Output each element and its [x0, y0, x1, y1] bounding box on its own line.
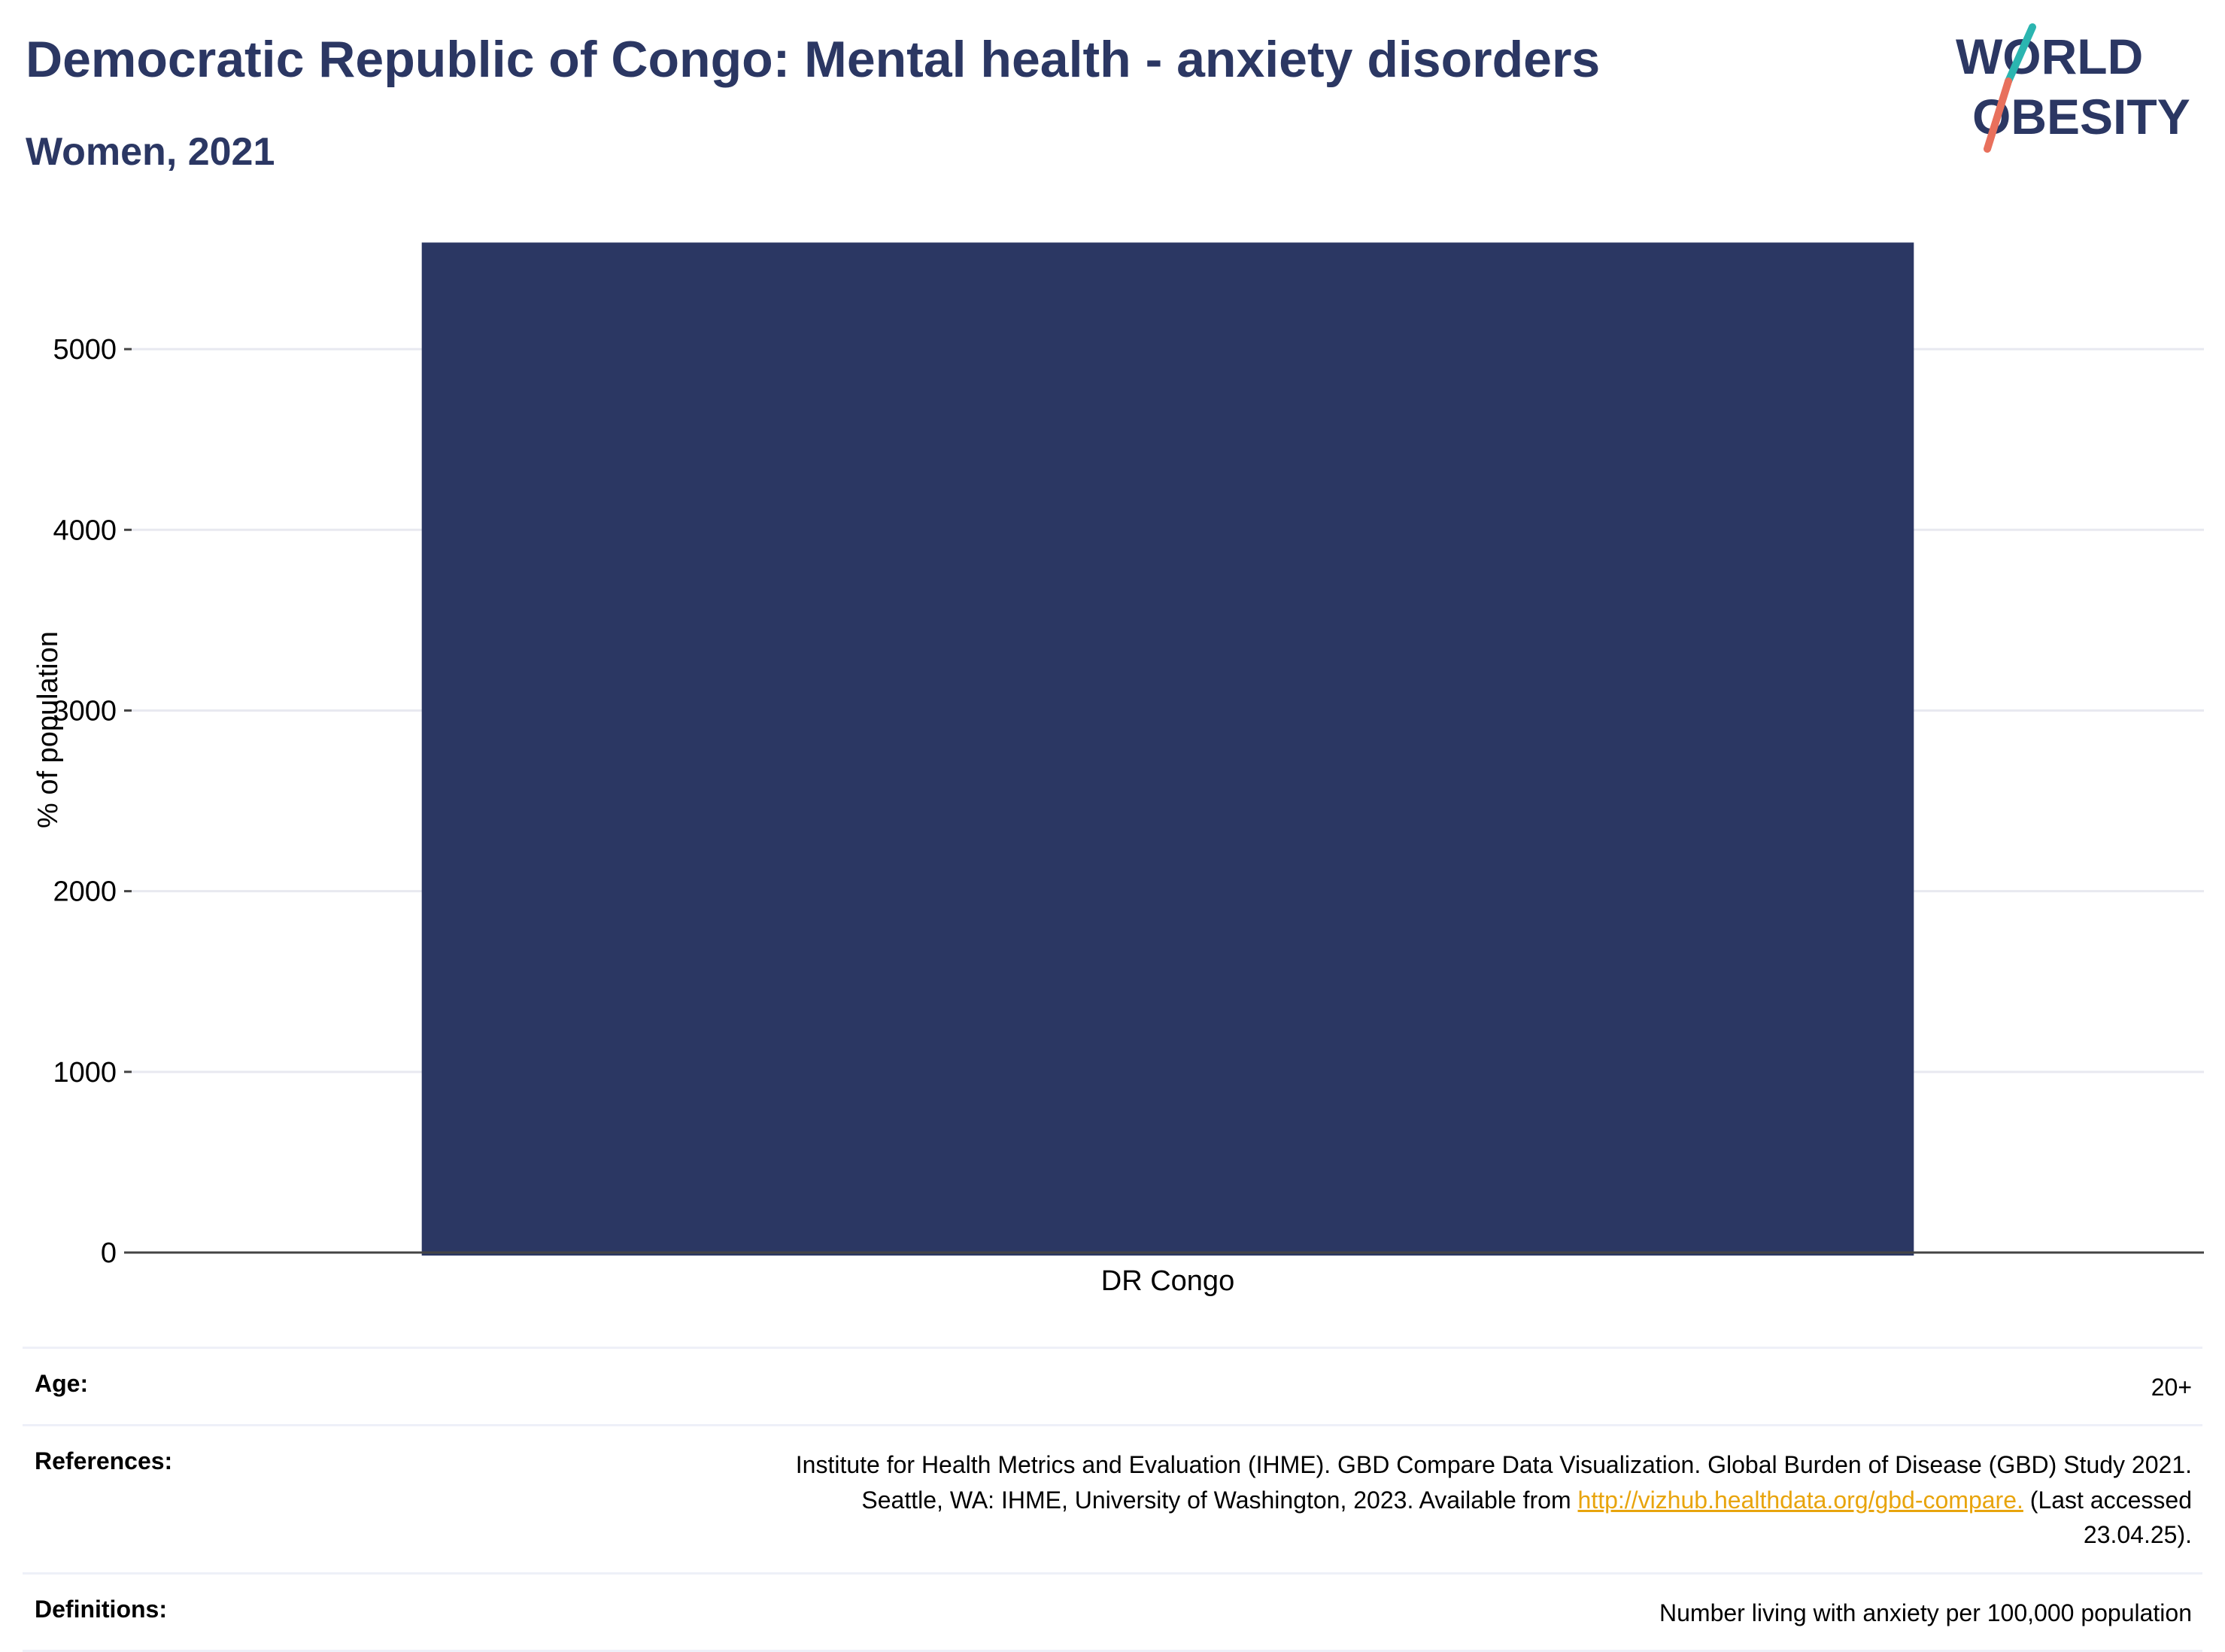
- page-title: Democratic Republic of Congo: Mental hea…: [26, 31, 1601, 88]
- age-label: Age:: [35, 1370, 89, 1397]
- y-tick-label: 3000: [53, 695, 117, 727]
- info-table: Age: 20+ References: Institute for Healt…: [23, 1347, 2202, 1652]
- references-value: Institute for Health Metrics and Evaluat…: [305, 1447, 2192, 1552]
- x-tick-label: DR Congo: [1101, 1265, 1234, 1297]
- references-line2-suffix: (Last accessed: [2023, 1486, 2192, 1514]
- references-label: References:: [35, 1447, 173, 1475]
- age-value: 20+: [2151, 1374, 2192, 1401]
- y-tick-label: 5000: [53, 334, 117, 366]
- logo-line1: WORLD: [1956, 29, 2143, 84]
- logo-slash-coral: [1984, 77, 2012, 153]
- page-subtitle: Women, 2021: [26, 130, 275, 174]
- info-row-references: References: Institute for Health Metrics…: [23, 1424, 2202, 1572]
- references-line1: Institute for Health Metrics and Evaluat…: [795, 1451, 2192, 1479]
- bars: [421, 242, 1914, 1256]
- y-tick-label: 1000: [53, 1057, 117, 1089]
- definitions-value: Number living with anxiety per 100,000 p…: [1659, 1599, 2192, 1626]
- y-axis-label: % of population: [32, 631, 64, 828]
- references-link[interactable]: http://vizhub.healthdata.org/gbd-compare…: [1577, 1486, 2023, 1514]
- y-tick-label: 4000: [53, 515, 117, 546]
- definitions-label: Definitions:: [35, 1595, 167, 1623]
- info-row-definitions: Definitions: Number living with anxiety …: [23, 1572, 2202, 1652]
- references-line3: 23.04.25).: [2083, 1521, 2192, 1549]
- bar: [421, 242, 1914, 1256]
- y-tick-label: 0: [101, 1237, 117, 1269]
- references-line2-prefix: Seattle, WA: IHME, University of Washing…: [861, 1486, 1578, 1514]
- world-obesity-logo: WORLD OBESITY: [1956, 21, 2211, 164]
- references-line2: Seattle, WA: IHME, University of Washing…: [305, 1483, 2192, 1517]
- bar-chart: 0 1000 2000 3000 4000 5000 DR Congo % of popul…: [32, 242, 2204, 1297]
- logo-line2: OBESITY: [1972, 89, 2190, 144]
- axes: 0 1000 2000 3000 4000 5000 DR Congo: [53, 334, 2204, 1297]
- logo-slash-teal: [2005, 23, 2036, 85]
- y-tick-label: 2000: [53, 876, 117, 908]
- info-row-age: Age: 20+: [23, 1347, 2202, 1424]
